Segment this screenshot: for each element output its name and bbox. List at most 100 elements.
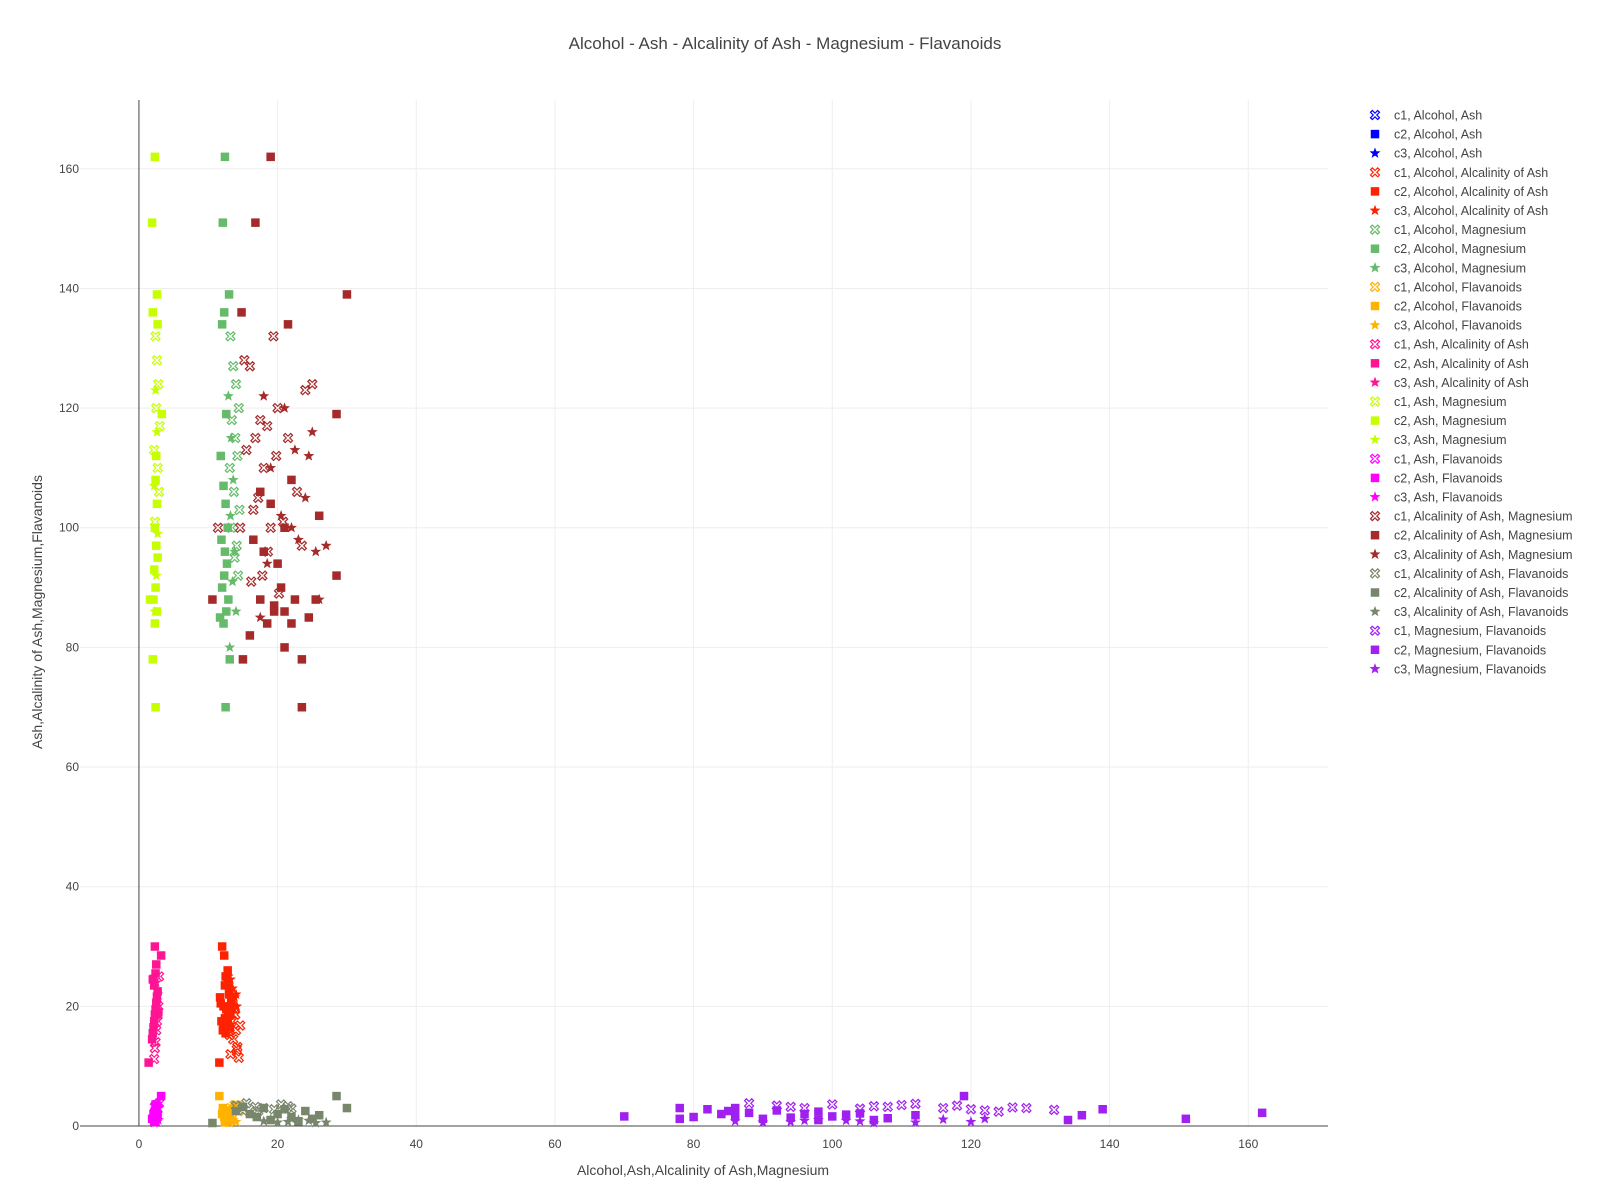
data-point: [150, 1006, 162, 1017]
data-point: [144, 1058, 153, 1067]
data-point: [265, 1113, 277, 1125]
data-point: [814, 1107, 823, 1116]
data-point: [265, 462, 277, 473]
legend-item[interactable]: c3, Ash, Alcalinity of Ash: [1369, 376, 1529, 390]
data-point: [1007, 1102, 1018, 1113]
data-point: [280, 523, 289, 532]
data-point: [234, 504, 245, 516]
x-tick-label: 20: [271, 1137, 285, 1151]
data-point: [1257, 1108, 1267, 1118]
series-26: [258, 1113, 332, 1128]
legend-item[interactable]: c1, Ash, Alcalinity of Ash: [1369, 338, 1529, 352]
data-point: [245, 631, 255, 640]
data-point: [150, 942, 160, 951]
series-7: [215, 152, 235, 712]
legend-item[interactable]: c2, Ash, Flavanoids: [1370, 471, 1503, 485]
legend-item[interactable]: c1, Alcohol, Flavanoids: [1369, 280, 1522, 294]
legend-item[interactable]: c1, Alcohol, Alcalinity of Ash: [1369, 166, 1549, 180]
legend-item[interactable]: c3, Alcalinity of Ash, Flavanoids: [1369, 605, 1569, 619]
x-tick-label: 60: [548, 1137, 562, 1151]
legend-item[interactable]: c2, Magnesium, Flavanoids: [1370, 643, 1546, 657]
y-tick-label: 20: [66, 999, 80, 1013]
legend-item[interactable]: c1, Ash, Flavanoids: [1369, 452, 1503, 466]
data-point: [231, 1106, 241, 1116]
y-tick-label: 80: [66, 640, 80, 654]
data-point: [258, 1115, 270, 1126]
legend-item[interactable]: c2, Alcalinity of Ash, Magnesium: [1370, 529, 1573, 543]
legend-item[interactable]: c3, Alcohol, Magnesium: [1369, 261, 1526, 275]
data-point: [152, 999, 161, 1008]
data-point: [156, 951, 166, 960]
legend-marker: [1369, 625, 1381, 637]
data-point: [276, 583, 286, 592]
data-point: [151, 1100, 160, 1109]
legend-item[interactable]: c2, Alcalinity of Ash, Flavanoids: [1370, 586, 1569, 600]
legend-item[interactable]: c2, Alcohol, Alcalinity of Ash: [1370, 185, 1549, 199]
legend-label: c3, Ash, Alcalinity of Ash: [1394, 376, 1529, 390]
data-point: [224, 290, 234, 299]
data-point: [238, 354, 250, 366]
legend-item[interactable]: c3, Alcohol, Alcalinity of Ash: [1369, 204, 1549, 218]
data-point: [286, 522, 297, 533]
data-point: [150, 569, 162, 581]
data-point: [221, 1029, 230, 1038]
legend-item[interactable]: c3, Alcalinity of Ash, Magnesium: [1369, 548, 1573, 562]
data-point: [226, 1011, 235, 1020]
data-point: [743, 1097, 755, 1109]
legend-item[interactable]: c2, Alcohol, Magnesium: [1370, 242, 1526, 256]
data-point: [156, 1091, 166, 1101]
legend-label: c2, Ash, Alcalinity of Ash: [1394, 357, 1529, 371]
data-point: [314, 1110, 324, 1120]
legend-item[interactable]: c2, Alcohol, Flavanoids: [1370, 300, 1522, 314]
data-point: [772, 1106, 782, 1115]
series-29: [729, 1113, 991, 1128]
legend[interactable]: c1, Alcohol, Ash c2, Alcohol, Ash c3, Alco…: [1369, 109, 1573, 677]
legend-item[interactable]: c1, Ash, Magnesium: [1369, 395, 1507, 409]
data-point: [222, 390, 234, 401]
legend-item[interactable]: c1, Magnesium, Flavanoids: [1369, 624, 1547, 638]
data-point: [227, 982, 238, 994]
data-point: [965, 1116, 977, 1127]
legend-item[interactable]: c3, Alcohol, Flavanoids: [1369, 319, 1522, 333]
legend-item[interactable]: c1, Alcohol, Ash: [1369, 109, 1483, 123]
data-point: [332, 571, 341, 580]
data-point: [232, 450, 243, 462]
data-point: [231, 540, 243, 552]
data-point: [757, 1116, 769, 1128]
data-point: [212, 522, 224, 534]
data-point: [227, 474, 239, 485]
data-point: [259, 547, 268, 556]
data-point: [306, 378, 318, 390]
data-point: [149, 605, 161, 617]
data-point: [150, 402, 162, 414]
legend-item[interactable]: c1, Alcalinity of Ash, Flavanoids: [1369, 567, 1569, 581]
legend-item[interactable]: c2, Ash, Magnesium: [1370, 414, 1507, 428]
data-point: [150, 976, 162, 988]
legend-marker: [1369, 147, 1381, 158]
data-point: [151, 426, 163, 437]
data-point: [283, 320, 293, 329]
data-point: [910, 1116, 921, 1128]
legend-item[interactable]: c3, Ash, Magnesium: [1369, 433, 1507, 447]
legend-item[interactable]: c3, Magnesium, Flavanoids: [1369, 662, 1547, 676]
legend-item[interactable]: c3, Ash, Flavanoids: [1369, 491, 1503, 505]
legend-item[interactable]: c2, Alcohol, Ash: [1370, 128, 1483, 142]
data-point: [153, 553, 162, 562]
legend-item[interactable]: c1, Alcohol, Magnesium: [1369, 223, 1527, 237]
legend-item[interactable]: c3, Alcohol, Ash: [1369, 147, 1483, 161]
data-point: [269, 601, 279, 610]
data-point: [296, 540, 308, 552]
data-point: [151, 583, 160, 592]
data-point: [275, 510, 287, 521]
data-point: [883, 1113, 892, 1123]
legend-label: c3, Alcohol, Alcalinity of Ash: [1394, 204, 1548, 218]
data-point: [826, 1099, 838, 1110]
legend-marker: [1369, 166, 1381, 178]
legend-item[interactable]: c1, Alcalinity of Ash, Magnesium: [1369, 510, 1573, 524]
data-point: [310, 1117, 322, 1128]
data-point: [227, 575, 238, 587]
data-point: [868, 1100, 880, 1112]
legend-item[interactable]: c2, Ash, Alcalinity of Ash: [1370, 357, 1529, 371]
data-point: [299, 492, 311, 503]
data-point: [148, 655, 158, 664]
